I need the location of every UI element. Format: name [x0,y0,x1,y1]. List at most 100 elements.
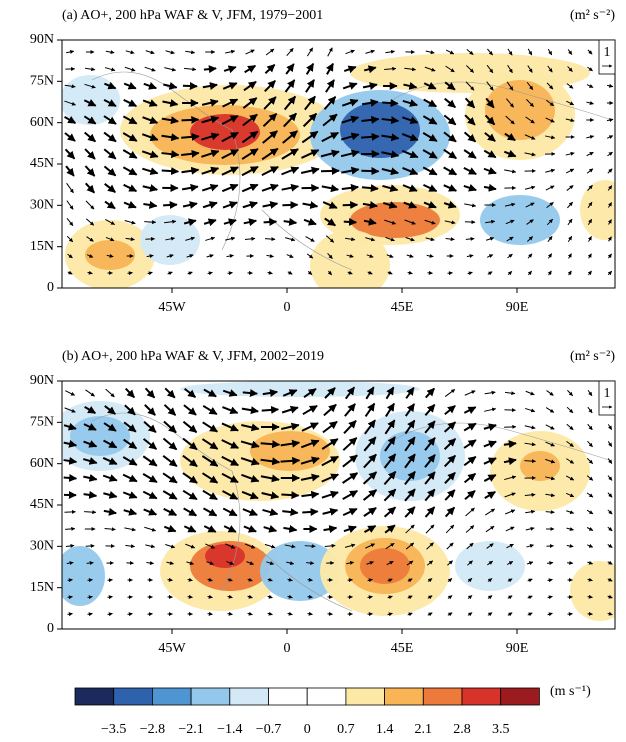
flux-arrow [284,79,296,93]
shading [380,431,440,481]
flux-arrow [163,524,177,533]
flux-arrow [287,577,293,582]
flux-arrow [504,202,516,207]
flux-arrow [143,421,157,433]
flux-arrow [527,578,533,583]
flux-arrow [85,67,96,72]
flux-arrow [307,577,313,582]
flux-arrow [202,404,218,416]
flux-arrow [64,84,76,89]
flux-arrow [245,49,255,55]
flux-arrow [201,98,219,107]
flux-arrow [267,577,273,582]
flux-arrow [262,508,279,517]
flux-arrow [64,116,77,124]
flux-arrow [85,218,95,226]
flux-arrow [465,507,475,517]
y-tick-label: 45N [30,497,54,512]
flux-arrow [447,595,453,600]
flux-arrow [104,527,116,532]
flux-arrow [565,492,575,498]
flux-arrow [567,560,574,565]
flux-arrow [343,217,358,226]
flux-arrow [566,510,575,514]
flux-arrow [241,148,259,160]
colorbar-label: −2.8 [140,722,165,737]
flux-arrow [387,270,393,275]
shading [570,561,615,621]
flux-arrow [483,457,497,465]
flux-arrow [587,423,593,431]
flux-arrow [565,151,575,156]
flux-arrow [241,473,260,483]
flux-arrow [161,150,180,159]
flux-arrow [607,594,613,599]
flux-arrow [444,471,456,485]
flux-arrow [423,201,437,209]
flux-arrow [283,524,298,533]
flux-arrow [83,457,98,465]
flux-arrow [241,183,259,193]
flux-arrow [425,524,435,534]
flux-arrow [566,423,574,431]
flux-arrow [387,578,393,583]
flux-arrow [202,489,218,501]
flux-arrow [305,62,315,75]
x-tick-label: 45E [391,300,414,315]
colorbar-label: 0 [304,722,311,737]
flux-arrow [566,406,574,414]
flux-arrow [362,489,378,501]
flux-arrow [340,132,360,141]
flux-arrow [361,98,379,107]
flux-arrow [167,271,173,276]
flux-arrow [607,219,612,225]
flux-arrow [383,470,397,486]
x-tick-label: 0 [284,300,291,315]
flux-arrow [244,64,257,74]
flux-arrow [181,183,199,192]
flux-arrow [567,235,573,242]
flux-arrow [365,49,375,54]
flux-arrow [404,488,416,502]
flux-arrow [567,66,573,72]
flux-arrow [223,218,237,227]
flux-arrow [364,419,376,435]
flux-arrow [222,201,238,209]
flux-arrow [384,66,397,71]
flux-arrow [282,130,298,144]
flux-arrow [443,184,458,192]
flux-arrow [261,183,279,192]
flux-arrow [384,524,396,534]
colorbar-swatch [345,687,385,706]
flux-arrow [322,201,338,209]
flux-arrow [343,65,357,74]
flux-arrow [225,49,236,54]
flux-arrow [527,48,533,56]
colorbar-swatch [306,687,347,706]
flux-arrow [66,49,75,54]
flux-arrow [426,542,434,550]
flux-arrow [123,438,138,450]
flux-arrow [205,236,216,241]
flux-arrow [607,543,613,548]
flux-arrow [545,458,556,464]
flux-arrow [587,389,593,397]
flux-arrow [463,131,477,143]
flux-arrow [567,612,573,617]
flux-arrow [403,201,418,209]
flux-arrow [66,561,74,566]
flux-arrow [506,543,514,549]
flux-arrow [445,524,455,534]
flux-arrow [565,118,575,123]
flux-arrow [546,99,555,107]
shading [140,215,200,265]
flux-arrow [485,97,495,109]
flux-arrow [123,421,137,433]
flux-arrow [83,423,97,431]
flux-arrow [363,217,377,226]
flux-arrow [547,595,553,600]
flux-arrow [142,472,158,484]
flux-arrow [124,404,136,416]
flux-arrow [383,453,397,469]
flux-arrow [103,422,117,432]
